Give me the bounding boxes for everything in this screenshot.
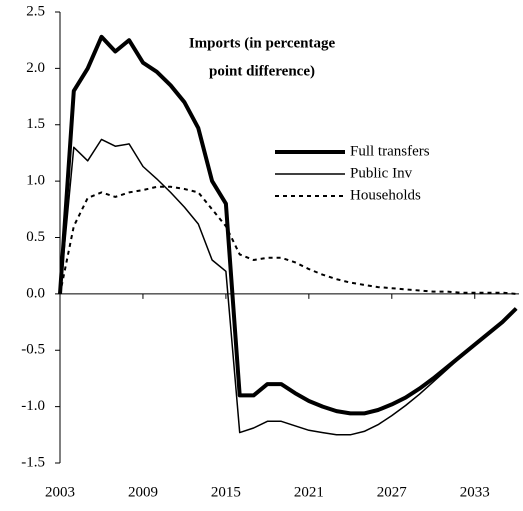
series-line <box>58 34 518 416</box>
legend-label: Public Inv <box>350 165 413 181</box>
y-tick-label: 2.0 <box>26 60 45 76</box>
chart-title: Imports (in percentage <box>189 35 336 51</box>
y-tick-label: 1.5 <box>26 116 45 132</box>
y-tick-label: 1.0 <box>26 173 45 189</box>
y-tick-label: -0.5 <box>21 342 45 358</box>
y-tick-label: 0.5 <box>26 229 45 245</box>
x-tick-label: 2009 <box>128 484 158 500</box>
x-tick-label: 2015 <box>211 484 241 500</box>
y-tick-label: -1.0 <box>21 398 45 414</box>
x-tick-label: 2027 <box>377 484 408 500</box>
y-tick-label: -1.5 <box>21 454 45 470</box>
series-line <box>59 185 517 295</box>
legend-label: Households <box>350 187 421 203</box>
x-tick-label: 2021 <box>294 484 324 500</box>
y-tick-label: 2.5 <box>26 3 45 19</box>
x-tick-label: 2033 <box>460 484 490 500</box>
series-line <box>59 138 517 436</box>
y-tick-label: 0.0 <box>26 285 45 301</box>
x-tick-label: 2003 <box>45 484 75 500</box>
chart-title: point difference) <box>209 63 315 79</box>
legend-label: Full transfers <box>350 143 430 159</box>
